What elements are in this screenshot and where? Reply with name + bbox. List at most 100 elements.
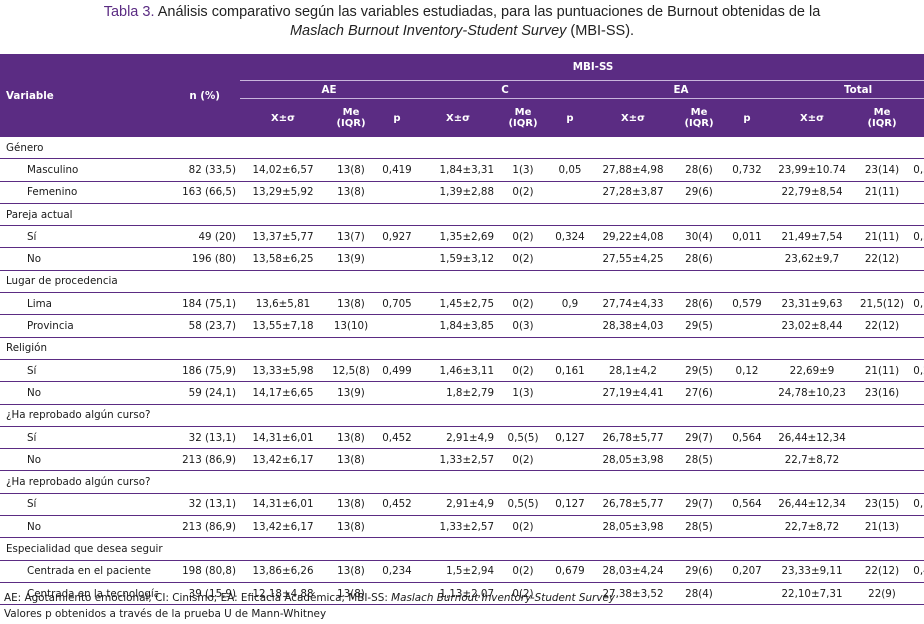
cell-ea-p: 0,011 bbox=[724, 225, 770, 249]
cell-ae-p: 0,705 bbox=[376, 292, 418, 316]
cell-ea-m: 27,88±4,98 bbox=[592, 158, 674, 182]
cell-ae-m: 13,33±5,98 bbox=[240, 359, 326, 383]
table-group-row: Religión bbox=[0, 337, 924, 360]
header-c-p: p bbox=[548, 98, 592, 137]
row-label: Centrada en el paciente bbox=[0, 560, 158, 583]
cell-ea-p bbox=[724, 381, 770, 405]
row-label: Lima bbox=[0, 292, 158, 316]
table-row: No 59 (24,1) 14,17±6,65 13(9) 1,8±2,79 1(3) 27… bbox=[0, 381, 924, 405]
cell-t-m: 24,78±10,23 bbox=[770, 381, 854, 405]
cell-ae-p: 0,452 bbox=[376, 493, 418, 517]
cell-ae-p: 0,499 bbox=[376, 359, 418, 383]
cell-c-m: 1,59±3,12 bbox=[418, 247, 498, 271]
table-notes: AE: Agotamiento emocional; CI: Cinismo; … bbox=[4, 590, 615, 622]
row-label: No bbox=[0, 448, 158, 472]
cell-t-p: 0,238 bbox=[910, 359, 924, 383]
cell-n: 163 (66,5) bbox=[158, 181, 240, 204]
cell-ea-me: 28(6) bbox=[674, 247, 724, 271]
header-c-median-iqr: Me (IQR) bbox=[498, 98, 548, 137]
cell-t-me: 22(12) bbox=[854, 247, 910, 271]
cell-ae-me: 12,5(8) bbox=[326, 359, 376, 383]
cell-ea-me: 29(7) bbox=[674, 493, 724, 517]
cell-t-me: 21(11) bbox=[854, 359, 910, 383]
table-row: Centrada en la tecnología 39 (15,9) 12,18±… bbox=[0, 582, 924, 606]
row-label: Sí bbox=[0, 359, 158, 383]
header-n: n (%) bbox=[158, 54, 240, 137]
row-label: Sí bbox=[0, 493, 158, 517]
table-row: Sí 32 (13,1) 14,31±6,01 13(8) 0,452 2,91±4,9 0… bbox=[0, 426, 924, 450]
row-label: Femenino bbox=[0, 181, 158, 204]
cell-t-me: 21(13) bbox=[854, 515, 910, 539]
table-group-row: Lugar de procedencia bbox=[0, 270, 924, 294]
cell-t-p bbox=[910, 314, 924, 338]
cell-ea-p bbox=[724, 448, 770, 472]
header-group-ea: EA bbox=[592, 80, 770, 99]
cell-ea-p bbox=[724, 247, 770, 271]
cell-t-me: 23(14) bbox=[854, 158, 910, 182]
header-ea-median-iqr: Me (IQR) bbox=[674, 98, 724, 137]
cell-n: 184 (75,1) bbox=[158, 292, 240, 316]
header-ae-p: p bbox=[376, 98, 418, 137]
cell-t-me: 21,5(12) bbox=[854, 292, 910, 316]
cell-n: 213 (86,9) bbox=[158, 448, 240, 472]
cell-n: 32 (13,1) bbox=[158, 426, 240, 450]
header-c-mean-sd: X±σ bbox=[418, 98, 498, 137]
notes-line-1: AE: Agotamiento emocional; CI: Cinismo; … bbox=[4, 590, 615, 606]
cell-ea-p bbox=[724, 515, 770, 539]
header-mbiss: MBI-SS bbox=[240, 54, 924, 81]
table-group-row: ¿Ha reprobado algún curso? bbox=[0, 404, 924, 427]
cell-c-p bbox=[548, 582, 592, 606]
cell-c-p bbox=[548, 515, 592, 539]
caption-italic: Maslach Burnout Inventory-Student Survey bbox=[289, 23, 567, 39]
cell-ea-m: 27,28±3,87 bbox=[592, 181, 674, 204]
cell-c-me: 0,5(5) bbox=[498, 493, 548, 517]
cell-t-m: 23,62±9,7 bbox=[770, 247, 854, 271]
cell-c-p: 0,679 bbox=[548, 560, 592, 583]
cell-t-me: 21(11) bbox=[854, 181, 910, 204]
table-group-row: Pareja actual bbox=[0, 203, 924, 227]
cell-c-p: 0,127 bbox=[548, 493, 592, 517]
cell-ea-m: 26,78±5,77 bbox=[592, 493, 674, 517]
notes-line-2: Valores p obtenidos a través de la prueb… bbox=[4, 608, 327, 620]
cell-t-p bbox=[910, 247, 924, 271]
cell-t-m: 23,31±9,63 bbox=[770, 292, 854, 316]
group-name: ¿Ha reprobado algún curso? bbox=[0, 470, 924, 494]
cell-t-m: 26,44±12,34 bbox=[770, 493, 854, 517]
header-variable: Variable bbox=[0, 54, 158, 137]
cell-c-me: 0(3) bbox=[498, 314, 548, 338]
cell-ae-m: 13,29±5,92 bbox=[240, 181, 326, 204]
cell-ea-p bbox=[724, 582, 770, 606]
cell-t-m: 23,99±10.74 bbox=[770, 158, 854, 182]
header-iqr-label: (IQR) bbox=[508, 118, 538, 129]
cell-ea-me: 27(6) bbox=[674, 381, 724, 405]
cell-ea-me: 29(6) bbox=[674, 181, 724, 204]
row-label: Sí bbox=[0, 225, 158, 249]
cell-n: 32 (13,1) bbox=[158, 493, 240, 517]
table-row: Femenino 163 (66,5) 13,29±5,92 13(8) 1,39±2,… bbox=[0, 181, 924, 204]
cell-ea-me: 29(7) bbox=[674, 426, 724, 450]
cell-c-m: 1,33±2,57 bbox=[418, 448, 498, 472]
header-total-mean-sd: X±σ bbox=[770, 98, 854, 137]
cell-c-m: 2,91±4,9 bbox=[418, 493, 498, 517]
cell-ae-me: 13(8) bbox=[326, 181, 376, 204]
table-group-row: Especialidad que desea seguir bbox=[0, 537, 924, 561]
cell-c-m: 1,8±2,79 bbox=[418, 381, 498, 405]
cell-t-m: 22,10±7,31 bbox=[770, 582, 854, 606]
caption-label: Tabla 3. bbox=[103, 4, 155, 20]
cell-ae-p: 0,234 bbox=[376, 560, 418, 583]
cell-c-m: 1,33±2,57 bbox=[418, 515, 498, 539]
cell-ea-m: 29,22±4,08 bbox=[592, 225, 674, 249]
cell-c-me: 0(2) bbox=[498, 448, 548, 472]
cell-t-me: 21(11) bbox=[854, 225, 910, 249]
cell-c-p bbox=[548, 448, 592, 472]
cell-n: 198 (80,8) bbox=[158, 560, 240, 583]
header-iqr-label: (IQR) bbox=[336, 118, 366, 129]
cell-c-me: 1(3) bbox=[498, 158, 548, 182]
cell-ae-p bbox=[376, 247, 418, 271]
cell-ea-m: 28,1±4,2 bbox=[592, 359, 674, 383]
cell-t-p bbox=[910, 515, 924, 539]
table-row: No 213 (86,9) 13,42±6,17 13(8) 1,33±2,57 0(2)… bbox=[0, 515, 924, 539]
cell-t-p bbox=[910, 381, 924, 405]
cell-c-p: 0,127 bbox=[548, 426, 592, 450]
cell-t-p: 0,505 bbox=[910, 158, 924, 182]
